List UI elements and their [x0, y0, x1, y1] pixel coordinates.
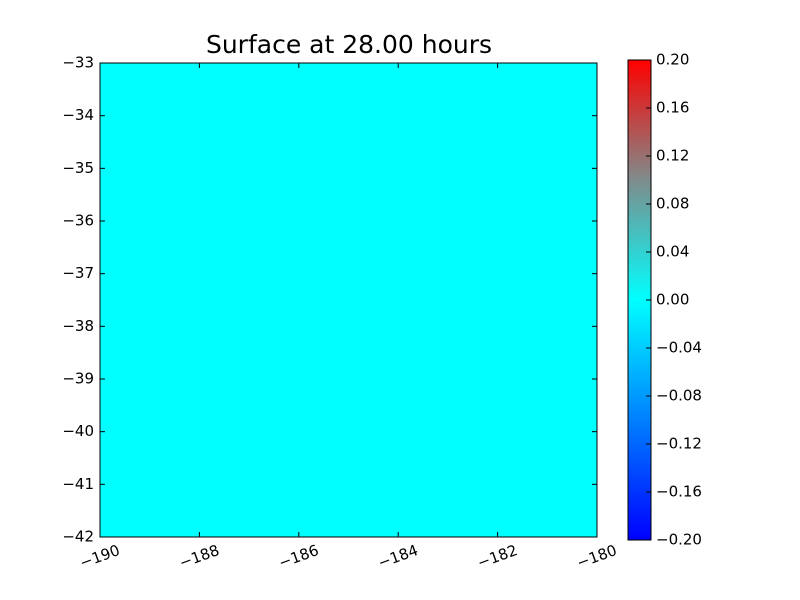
x-tick-label: −182	[475, 541, 520, 572]
y-tick-label: −35	[62, 159, 94, 177]
x-tick-label: −180	[574, 541, 619, 572]
chart-title: Surface at 28.00 hours	[206, 30, 492, 59]
y-tick-label: −41	[62, 475, 94, 493]
heatmap-cell	[100, 63, 597, 537]
x-tick-label: −188	[177, 541, 222, 572]
colorbar-tick-label: −0.04	[656, 339, 702, 357]
x-tick-label: −190	[77, 541, 122, 572]
x-tick-label: −184	[376, 541, 421, 572]
colorbar-tick-label: 0.16	[656, 99, 689, 117]
y-tick-label: −42	[62, 528, 94, 546]
colorbar-tick-label: −0.16	[656, 483, 702, 501]
y-tick-label: −39	[62, 370, 94, 388]
plot-frame	[99, 62, 598, 538]
y-tick-label: −36	[62, 212, 94, 230]
y-tick-label: −38	[62, 317, 94, 335]
colorbar-tick-label: 0.08	[656, 195, 689, 213]
colorbar-tick-label: 0.12	[656, 147, 689, 165]
y-tick-label: −37	[62, 264, 94, 282]
colorbar-tick-label: 0.00	[656, 291, 689, 309]
colorbar-tick-label: 0.04	[656, 243, 689, 261]
y-tick-label: −40	[62, 422, 94, 440]
colorbar-tick-label: −0.20	[656, 531, 702, 549]
x-tick-label: −186	[276, 541, 321, 572]
colorbar-tick-label: −0.08	[656, 387, 702, 405]
colorbar-tick-label: −0.12	[656, 435, 702, 453]
y-tick-label: −33	[62, 54, 94, 72]
colorbar-tick-label: 0.20	[656, 51, 689, 69]
y-tick-label: −34	[62, 106, 94, 124]
